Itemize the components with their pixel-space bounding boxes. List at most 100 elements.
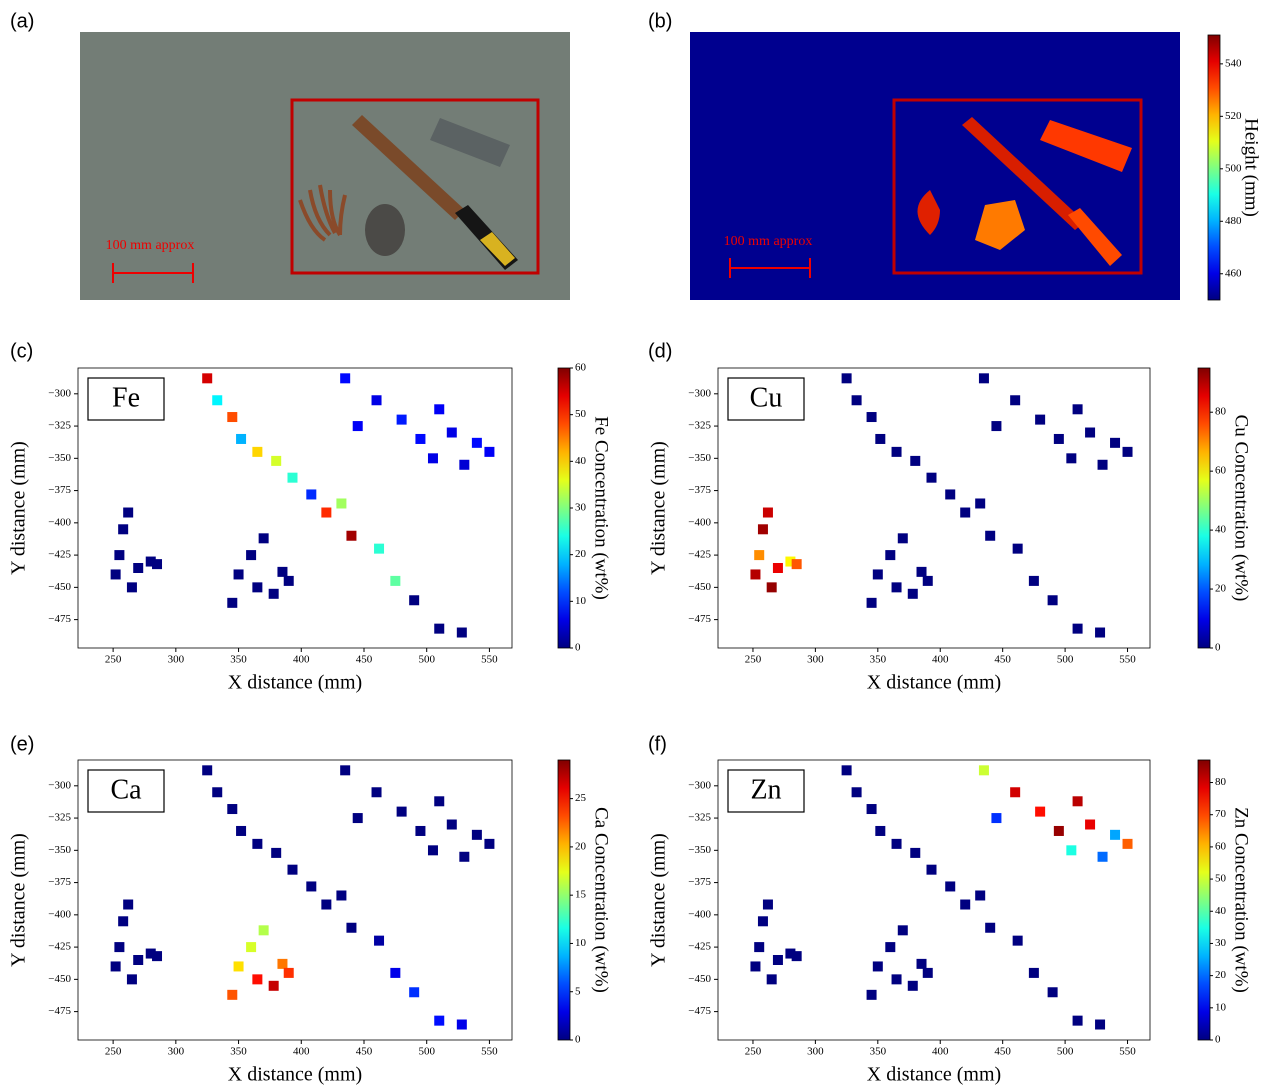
point [867, 598, 877, 608]
point [917, 959, 927, 969]
colorbar-tick-label: 520 [1225, 110, 1242, 122]
point [842, 373, 852, 383]
point [277, 959, 287, 969]
element-label: Ca [110, 774, 142, 805]
point [758, 916, 768, 926]
point [792, 559, 802, 569]
point [767, 974, 777, 984]
colorbar-tick-label: 15 [575, 889, 587, 901]
y-axis-label: Y distance (mm) [8, 833, 30, 967]
point [1085, 820, 1095, 830]
colorbar-tick-label: 40 [575, 455, 587, 467]
point [773, 563, 783, 573]
point [336, 498, 346, 508]
point [227, 804, 237, 814]
x-tick-label: 300 [168, 654, 185, 666]
height-map [690, 32, 1180, 300]
point [277, 567, 287, 577]
y-tick-label: −375 [48, 876, 71, 888]
point [252, 582, 262, 592]
point [750, 569, 760, 579]
point [917, 567, 927, 577]
x-tick-label: 350 [230, 1046, 247, 1058]
y-tick-label: −450 [688, 973, 711, 985]
y-tick-label: −325 [48, 420, 71, 432]
y-tick-label: −425 [688, 941, 711, 953]
x-tick-label: 450 [994, 654, 1011, 666]
point [227, 598, 237, 608]
colorbar [1198, 760, 1210, 1040]
y-tick-label: −475 [48, 1005, 71, 1017]
point [428, 453, 438, 463]
point [447, 428, 457, 438]
point [133, 955, 143, 965]
point [960, 900, 970, 910]
panel-label: (d) [648, 340, 672, 362]
point [284, 968, 294, 978]
y-tick-label: −375 [688, 484, 711, 496]
x-tick-label: 300 [807, 654, 824, 666]
y-tick-label: −350 [688, 844, 711, 856]
colorbar-tick-label: 20 [575, 548, 587, 560]
y-tick-label: −475 [688, 1005, 711, 1017]
y-tick-label: −325 [688, 812, 711, 824]
point [484, 447, 494, 457]
point [1073, 624, 1083, 634]
point [397, 807, 407, 817]
point [306, 489, 316, 499]
point [1013, 936, 1023, 946]
point [397, 415, 407, 425]
point [428, 845, 438, 855]
point [927, 473, 937, 483]
y-tick-label: −300 [688, 779, 711, 791]
x-tick-label: 350 [870, 654, 887, 666]
point [867, 804, 877, 814]
colorbar [1198, 368, 1210, 648]
x-axis-label: X distance (mm) [867, 672, 1001, 694]
point [259, 925, 269, 935]
point [1110, 438, 1120, 448]
point [390, 968, 400, 978]
x-axis-label: X distance (mm) [228, 1064, 362, 1086]
point [271, 848, 281, 858]
point [269, 589, 279, 599]
y-axis-label: Y distance (mm) [648, 441, 670, 575]
point [991, 421, 1001, 431]
colorbar-tick-label: 0 [1215, 642, 1221, 654]
point [484, 839, 494, 849]
point [960, 508, 970, 518]
point [1066, 453, 1076, 463]
x-tick-label: 550 [1119, 654, 1136, 666]
point [457, 628, 467, 638]
colorbar-tick-label: 70 [1215, 808, 1227, 820]
x-tick-label: 300 [168, 1046, 185, 1058]
y-tick-label: −400 [48, 516, 71, 528]
colorbar-tick-label: 60 [575, 362, 587, 374]
point [415, 434, 425, 444]
point [1073, 1016, 1083, 1026]
point [1110, 830, 1120, 840]
point [1123, 839, 1133, 849]
point [409, 987, 419, 997]
x-tick-label: 250 [745, 1046, 762, 1058]
colorbar-tick-label: 0 [1215, 1034, 1221, 1046]
point [434, 404, 444, 414]
point [374, 936, 384, 946]
y-tick-label: −375 [48, 484, 71, 496]
point [236, 434, 246, 444]
point [754, 942, 764, 952]
point [459, 460, 469, 470]
point [979, 765, 989, 775]
point [346, 923, 356, 933]
colorbar-tick-label: 5 [575, 985, 581, 997]
colorbar-tick-label: 0 [575, 1034, 581, 1046]
y-tick-label: −450 [688, 581, 711, 593]
panel-label: (b) [648, 10, 672, 32]
point [321, 508, 331, 518]
x-tick-label: 550 [481, 1046, 498, 1058]
colorbar [558, 368, 570, 648]
point [867, 412, 877, 422]
point [1010, 395, 1020, 405]
colorbar-label: Ca Concentration (wt%) [591, 807, 612, 993]
colorbar-tick-label: 30 [575, 502, 587, 514]
